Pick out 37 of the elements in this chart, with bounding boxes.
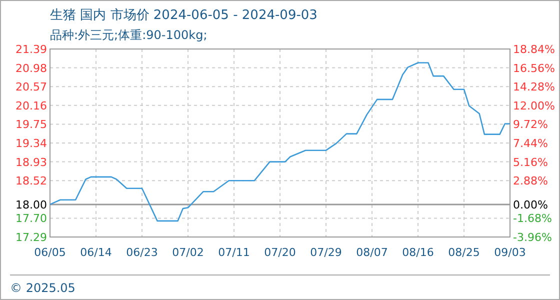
x-tick-label: 08/25: [448, 246, 480, 259]
y2-tick-label: 16.56%: [513, 62, 555, 75]
x-tick-label: 06/14: [80, 246, 112, 259]
x-tick-label: 07/20: [264, 246, 296, 259]
y2-tick-label: 7.44%: [513, 137, 548, 150]
y-tick-label: 21.39: [16, 43, 47, 56]
y2-tick-label: 5.16%: [513, 156, 548, 169]
y-tick-label: 20.57: [16, 80, 47, 94]
y-tick-label: 18.00: [16, 198, 47, 212]
chart-title: 生猪 国内 市场价 2024-06-05 - 2024-09-03: [50, 8, 318, 23]
y-tick-label: 20.16: [16, 99, 47, 112]
x-tick-label: 06/05: [34, 246, 66, 259]
y-tick-label: 17.70: [16, 212, 47, 226]
y2-tick-label: 0.00%: [513, 198, 548, 212]
y2-tick-label: 14.28%: [513, 80, 555, 94]
y2-tick-label: 18.84%: [513, 43, 555, 56]
chart-subtitle: 品种:外三元;体重:90-100kg;: [50, 28, 208, 42]
x-tick-label: 08/07: [356, 246, 388, 259]
text: © 2025.05: [10, 281, 76, 295]
x-tick-label: 07/11: [218, 246, 250, 259]
y-tick-label: 19.75: [16, 118, 47, 132]
y2-tick-label: 12.00%: [513, 99, 555, 112]
y-tick-label: 17.29: [16, 231, 47, 244]
y2-tick-label: -1.68%: [513, 212, 552, 226]
y2-tick-label: 9.72%: [513, 118, 548, 132]
y-tick-label: 19.34: [16, 137, 47, 150]
y2-tick-label: 2.88%: [513, 174, 548, 188]
y-tick-label: 20.98: [16, 62, 47, 75]
x-tick-label: 09/03: [494, 246, 526, 259]
x-tick-label: 06/23: [126, 246, 158, 259]
line-series: [49, 62, 511, 222]
y2-tick-label: -3.96%: [513, 231, 552, 244]
x-tick-label: 07/29: [310, 246, 342, 259]
y-tick-label: 18.93: [16, 156, 47, 169]
x-tick-label: 08/16: [402, 246, 434, 259]
x-tick-label: 07/02: [172, 246, 204, 259]
y-tick-label: 18.52: [16, 174, 47, 188]
